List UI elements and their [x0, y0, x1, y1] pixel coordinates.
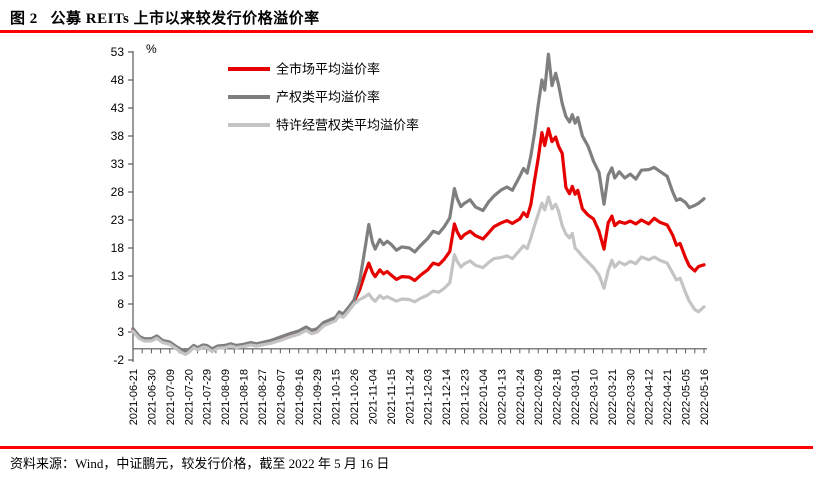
source-note: 资料来源：Wind，中证鹏元，较发行价格，截至 2022 年 5 月 16 日: [10, 456, 390, 471]
y-axis-tick-label: -2: [113, 353, 124, 367]
x-axis-date-label: 2021-11-24: [404, 369, 416, 424]
y-axis-tick-label: 13: [111, 269, 125, 283]
x-axis-date-label: 2021-10-15: [331, 369, 343, 425]
figure-title: 图 2 公募 REITs 上市以来较发行价格溢价率: [10, 11, 320, 27]
y-axis-tick-label: 23: [111, 213, 125, 227]
y-axis-tick-label: 38: [111, 129, 125, 143]
series-line-all-market: [131, 127, 706, 354]
x-axis-date-label: 2022-04-21: [662, 369, 674, 425]
x-axis-date-label: 2021-07-20: [183, 369, 195, 425]
x-axis-date-label: 2022-03-01: [570, 369, 582, 425]
series-line-property-type: [131, 52, 706, 353]
x-axis-date-label: 2021-07-09: [165, 369, 177, 425]
x-axis-date-label: 2022-04-12: [644, 369, 656, 425]
x-axis-date-label: 2022-02-09: [533, 369, 545, 425]
x-axis-date-label: 2021-08-18: [239, 369, 251, 425]
x-axis-date-label: 2022-01-04: [478, 369, 490, 425]
y-axis-tick-label: 3: [117, 325, 124, 339]
x-axis-date-label: 2021-11-04: [367, 369, 379, 424]
x-axis-date-label: 2022-05-05: [681, 369, 693, 425]
legend-label: 产权类平均溢价率: [276, 90, 380, 105]
y-axis-tick-label: 8: [117, 297, 124, 311]
x-axis-date-label: 2021-11-15: [386, 369, 398, 424]
y-axis-unit-label: %: [146, 42, 157, 56]
x-axis-date-label: 2021-10-26: [349, 369, 361, 425]
x-axis-date-label: 2022-01-24: [515, 369, 527, 425]
x-axis-date-label: 2021-09-16: [294, 369, 306, 425]
bottom-divider: [0, 446, 813, 449]
legend-label: 全市场平均溢价率: [276, 62, 380, 77]
x-axis-date-label: 2021-07-29: [202, 369, 214, 425]
x-axis-date-label: 2022-02-18: [552, 369, 564, 425]
y-axis-tick-label: 53: [111, 45, 125, 59]
series-line-franchise-type: [131, 195, 706, 356]
x-axis-date-label: 2021-12-23: [460, 369, 472, 425]
x-axis-date-label: 2022-03-10: [588, 369, 600, 425]
x-axis-date-label: 2021-12-03: [423, 369, 435, 425]
x-axis-date-label: 2021-06-21: [128, 369, 140, 425]
x-axis-date-label: 2021-08-09: [220, 369, 232, 425]
x-axis-date-label: 2022-01-13: [496, 369, 508, 425]
x-axis-date-label: 2021-12-14: [441, 369, 453, 425]
y-axis-tick-label: 18: [111, 241, 125, 255]
y-axis-tick-label: 33: [111, 157, 125, 171]
y-axis-tick-label: 28: [111, 185, 125, 199]
x-axis-date-label: 2022-03-21: [607, 369, 619, 425]
x-axis-date-label: 2021-08-27: [257, 369, 269, 425]
legend-label: 特许经营权类平均溢价率: [276, 118, 419, 133]
x-axis-date-label: 2022-05-16: [699, 369, 711, 425]
x-axis-date-label: 2021-09-29: [312, 369, 324, 425]
x-axis-date-label: 2021-06-30: [146, 369, 158, 425]
y-axis-tick-label: 43: [111, 101, 125, 115]
top-divider: [0, 30, 813, 33]
y-axis-tick-label: 48: [111, 73, 125, 87]
x-axis-date-label: 2022-03-30: [625, 369, 637, 425]
x-axis-date-label: 2021-09-07: [275, 369, 287, 425]
